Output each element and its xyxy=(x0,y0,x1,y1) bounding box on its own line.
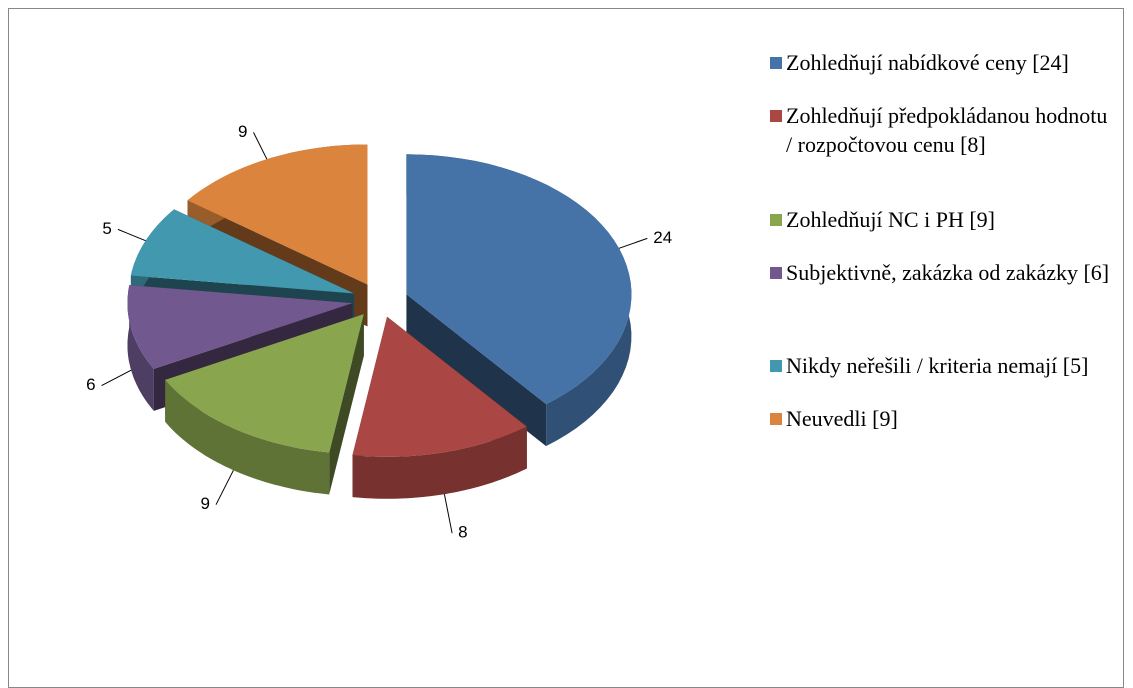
slice xyxy=(406,154,632,447)
leader-line xyxy=(443,494,453,534)
data-label: 24 xyxy=(653,228,672,247)
slice-top xyxy=(352,316,527,457)
slice-top xyxy=(130,209,355,294)
legend-entry: Neuvedli [9] xyxy=(768,404,1118,433)
legend-entry: Subjektivně, zakázka od zakázky [6] xyxy=(768,258,1118,287)
legend-label: Zohledňují NC i PH [9] xyxy=(786,207,995,232)
legend-swatch xyxy=(770,57,782,69)
legend-entry: Zohledňují nabídkové ceny [24] xyxy=(768,48,1118,77)
legend-entry: Zohledňují NC i PH [9] xyxy=(768,205,1118,234)
legend-label: Zohledňují předpokládanou hodnotu / rozp… xyxy=(786,103,1108,157)
leader-line xyxy=(618,237,648,249)
legend-swatch xyxy=(770,413,782,425)
legend-label: Nikdy neřešili / kriteria nemají [5] xyxy=(786,353,1089,378)
slice-wall xyxy=(352,426,527,499)
legend-swatch xyxy=(770,110,782,122)
slice-top xyxy=(165,314,364,453)
leader-line xyxy=(101,369,132,387)
slice-side xyxy=(329,314,364,495)
leader-line xyxy=(117,228,146,242)
data-label: 9 xyxy=(238,122,247,141)
legend-label: Subjektivně, zakázka od zakázky [6] xyxy=(786,260,1110,285)
slice-side xyxy=(406,294,547,447)
leader-line xyxy=(253,132,268,160)
slice-top xyxy=(406,154,632,405)
slice-top xyxy=(127,285,353,369)
data-label: 8 xyxy=(458,523,467,542)
legend-swatch xyxy=(770,267,782,279)
slice-top xyxy=(187,144,368,285)
legend-swatch xyxy=(770,214,782,226)
leader-line xyxy=(215,470,234,505)
data-label: 9 xyxy=(201,494,210,513)
slice xyxy=(165,314,364,495)
slice-wall xyxy=(165,379,330,495)
data-label: 6 xyxy=(86,375,95,394)
legend-swatch xyxy=(770,360,782,372)
slice-wall xyxy=(127,285,154,411)
legend: Zohledňují nabídkové ceny [24] Zohledňují… xyxy=(768,48,1118,457)
legend-label: Neuvedli [9] xyxy=(786,406,898,431)
slice xyxy=(352,316,527,499)
legend-entry: Nikdy neřešili / kriteria nemají [5] xyxy=(768,351,1118,380)
legend-entry: Zohledňují předpokládanou hodnotu / rozp… xyxy=(768,101,1118,159)
data-label: 5 xyxy=(102,219,111,238)
chart: 9 5 24 6 9 8 xyxy=(86,122,672,542)
legend-label: Zohledňují nabídkové ceny [24] xyxy=(786,50,1069,75)
